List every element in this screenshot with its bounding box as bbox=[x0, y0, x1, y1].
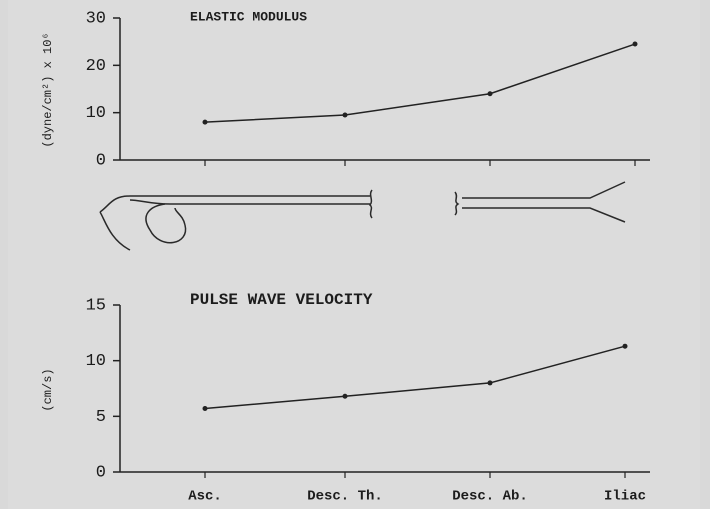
data-point bbox=[203, 120, 208, 125]
y-tick-label: 10 bbox=[86, 104, 106, 123]
page-area bbox=[8, 0, 700, 509]
data-point bbox=[488, 380, 493, 385]
data-point bbox=[623, 344, 628, 349]
x-tick-label: Asc. bbox=[188, 489, 222, 505]
data-point bbox=[343, 113, 348, 118]
y-axis-label: (cm/s) bbox=[41, 368, 55, 411]
x-tick-label: Desc. Ab. bbox=[452, 489, 528, 505]
y-tick-label: 30 bbox=[86, 9, 106, 28]
x-tick-label: Desc. Th. bbox=[307, 489, 383, 505]
y-tick-label: 0 bbox=[96, 463, 106, 482]
data-point bbox=[488, 91, 493, 96]
y-axis-label: (dyne/cm²) x 10⁶ bbox=[41, 32, 55, 147]
data-point bbox=[343, 394, 348, 399]
chart: 0 10 20 30 ELASTIC MODULUS (dyne/cm²) x 10⁶ 0 5… bbox=[0, 0, 710, 509]
y-tick-label: 20 bbox=[86, 57, 106, 76]
data-point bbox=[203, 406, 208, 411]
y-tick-label: 10 bbox=[86, 352, 106, 371]
chart-title: ELASTIC MODULUS bbox=[190, 9, 307, 24]
x-tick-label: Iliac bbox=[604, 489, 646, 505]
chart-title: PULSE WAVE VELOCITY bbox=[190, 291, 373, 309]
y-tick-label: 0 bbox=[96, 151, 106, 170]
data-point bbox=[633, 42, 638, 47]
y-tick-label: 5 bbox=[96, 408, 106, 427]
page: 0 10 20 30 ELASTIC MODULUS (dyne/cm²) x 10⁶ 0 5… bbox=[0, 0, 710, 509]
y-tick-label: 15 bbox=[86, 296, 106, 315]
